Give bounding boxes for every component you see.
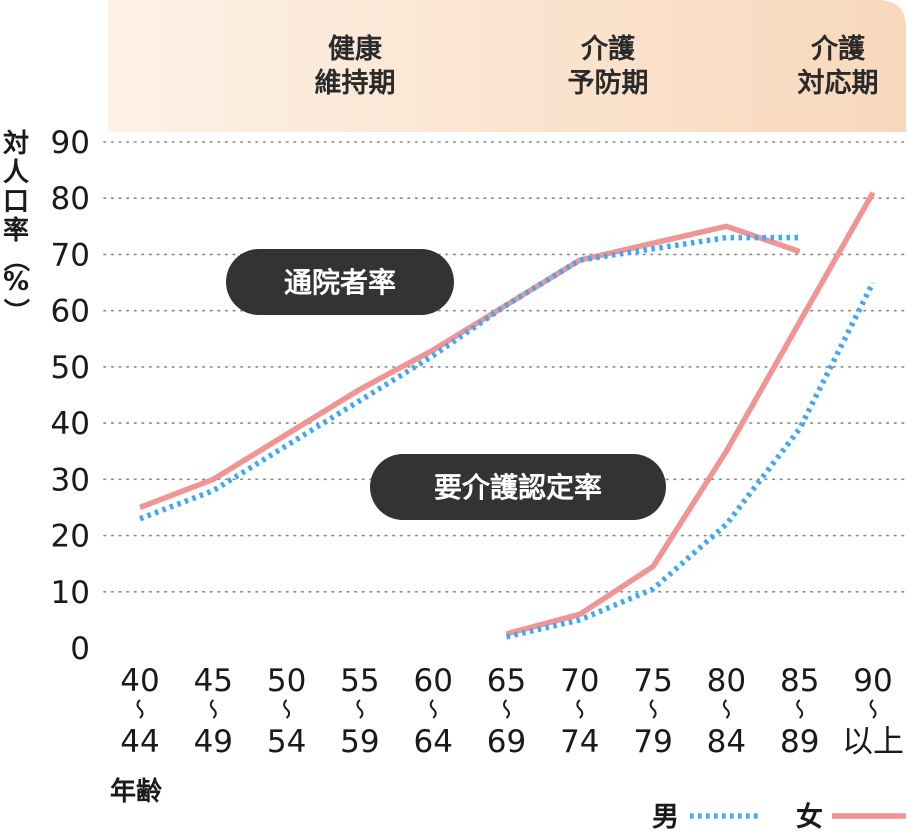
y-axis-label-char: ） bbox=[0, 298, 30, 324]
x-tick-label-top: 40 bbox=[120, 663, 159, 699]
data-point bbox=[286, 445, 287, 446]
group-label: 通院者率 bbox=[284, 266, 396, 299]
x-tick-label-bottom: 44 bbox=[120, 724, 159, 760]
x-tick-label-top: 50 bbox=[267, 663, 306, 699]
x-tick-label-bottom: 49 bbox=[194, 724, 233, 760]
y-axis-label-char: 口 bbox=[3, 187, 29, 217]
legend-label: 女 bbox=[796, 801, 823, 832]
x-axis-label: 年齢 bbox=[110, 776, 163, 807]
x-tick-label-top: 85 bbox=[780, 663, 819, 699]
data-point bbox=[213, 490, 214, 491]
x-tick-label-bottom: 74 bbox=[560, 724, 599, 760]
x-tick-label-bottom: 79 bbox=[633, 724, 672, 760]
x-tick-label-top: 75 bbox=[633, 663, 672, 699]
y-tick-label: 60 bbox=[51, 294, 90, 330]
x-tick-label-bottom: 69 bbox=[487, 724, 526, 760]
group-pill bbox=[226, 249, 454, 315]
y-tick-label: 30 bbox=[51, 462, 90, 498]
x-tick-tilde bbox=[796, 699, 804, 719]
x-tick-label-bottom: 89 bbox=[780, 724, 819, 760]
stage-label-line2: 対応期 bbox=[798, 67, 879, 99]
x-tick-tilde bbox=[429, 699, 437, 719]
y-tick-label: 20 bbox=[51, 519, 90, 555]
legend-label: 男 bbox=[652, 802, 679, 832]
x-tick-label-bottom: 以上 bbox=[842, 724, 904, 760]
data-point bbox=[799, 237, 800, 238]
x-tick-label-top: 80 bbox=[707, 663, 746, 699]
x-tick-label-bottom: 59 bbox=[340, 724, 379, 760]
series-line-care-female bbox=[505, 191, 876, 637]
series-line-outpatient-male bbox=[139, 234, 800, 522]
x-tick-label-bottom: 54 bbox=[267, 724, 306, 760]
y-tick-label: 80 bbox=[51, 181, 90, 217]
y-tick-label: 10 bbox=[51, 575, 90, 611]
y-axis-label-char: % bbox=[3, 267, 29, 297]
x-tick-tilde bbox=[869, 699, 877, 719]
y-axis-label-char: （ bbox=[0, 246, 30, 272]
data-point bbox=[726, 524, 727, 525]
y-axis-label-char: 率 bbox=[3, 215, 29, 246]
y-tick-label: 50 bbox=[51, 350, 90, 386]
stage-label-line2: 維持期 bbox=[315, 68, 396, 99]
x-tick-label-bottom: 84 bbox=[707, 724, 746, 760]
y-tick-label: 0 bbox=[70, 631, 90, 667]
data-point bbox=[799, 428, 800, 429]
x-tick-tilde bbox=[576, 699, 584, 719]
x-tick-tilde bbox=[356, 699, 364, 719]
x-tick-tilde bbox=[649, 699, 657, 719]
stage-label-line1: 介護 bbox=[580, 33, 636, 65]
series-line-outpatient-female bbox=[139, 223, 801, 510]
y-tick-label: 70 bbox=[51, 237, 90, 273]
x-tick-tilde bbox=[136, 699, 144, 719]
stage-label-line1: 健康 bbox=[328, 33, 383, 65]
y-tick-label: 90 bbox=[51, 125, 90, 161]
group-pill bbox=[370, 454, 666, 520]
series-line-care-male bbox=[505, 281, 876, 640]
y-axis-label-char: 対 bbox=[3, 129, 29, 159]
x-tick-label-top: 45 bbox=[194, 663, 233, 699]
x-tick-tilde bbox=[209, 699, 217, 719]
x-tick-label-bottom: 64 bbox=[413, 724, 452, 760]
x-tick-label-top: 55 bbox=[340, 663, 379, 699]
x-tick-label-top: 90 bbox=[853, 663, 892, 699]
group-label: 要介護認定率 bbox=[434, 471, 602, 504]
x-tick-label-top: 60 bbox=[413, 663, 452, 699]
x-tick-tilde bbox=[503, 699, 510, 719]
stage-band bbox=[108, 0, 906, 132]
y-tick-label: 40 bbox=[51, 406, 90, 442]
stage-label-line1: 介護 bbox=[810, 33, 866, 65]
stage-label-line2: 予防期 bbox=[568, 68, 649, 99]
x-tick-tilde bbox=[722, 699, 730, 719]
x-tick-tilde bbox=[283, 699, 291, 719]
x-tick-label-top: 65 bbox=[487, 663, 526, 699]
x-tick-label-top: 70 bbox=[560, 663, 599, 699]
y-axis-label-char: 人 bbox=[3, 158, 29, 188]
